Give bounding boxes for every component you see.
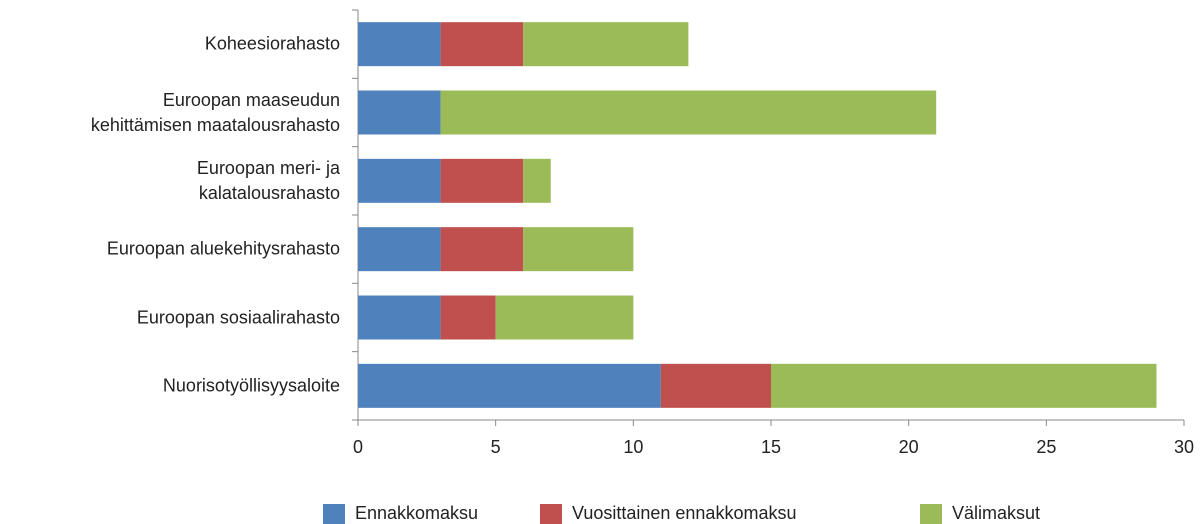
legend-label: Vuosittainen ennakkomaksu bbox=[572, 503, 796, 523]
bar-segment bbox=[358, 22, 441, 67]
legend-label: Ennakkomaksu bbox=[355, 503, 478, 523]
x-tick-label: 20 bbox=[899, 437, 919, 457]
bar-segment bbox=[358, 295, 441, 340]
bar-segment bbox=[358, 227, 441, 272]
bar-segment bbox=[358, 363, 661, 408]
bar-segment bbox=[440, 158, 524, 203]
bar-segment bbox=[771, 363, 1157, 408]
legend-label: Välimaksut bbox=[952, 503, 1040, 523]
bar-segment bbox=[523, 158, 551, 203]
y-tick-label: Nuorisotyöllisyysaloite bbox=[162, 375, 340, 396]
x-tick-label: 10 bbox=[623, 437, 643, 457]
bar-segment bbox=[440, 22, 524, 67]
x-tick-label: 0 bbox=[353, 437, 363, 457]
bar-segment bbox=[358, 158, 441, 203]
y-tick-label: Euroopan sosiaalirahasto bbox=[136, 307, 340, 327]
bar-segment bbox=[660, 363, 771, 408]
x-tick-label: 30 bbox=[1174, 437, 1194, 457]
bar-segment bbox=[440, 90, 937, 135]
legend-swatch bbox=[323, 504, 345, 524]
bar-segment bbox=[440, 295, 496, 340]
x-tick-label: 25 bbox=[1036, 437, 1056, 457]
x-tick-label: 15 bbox=[761, 437, 781, 457]
y-tick-label: Euroopan meri- ja kalatalousrahasto bbox=[196, 157, 340, 203]
bar-segment bbox=[358, 90, 441, 135]
bar-segment bbox=[440, 227, 524, 272]
y-tick-label: Euroopan aluekehitysrahasto bbox=[106, 238, 340, 259]
bar-segment bbox=[495, 295, 634, 340]
y-tick-label: Euroopan maaseudun kehittämisen maatalou… bbox=[90, 89, 340, 135]
y-tick-label: Koheesiorahasto bbox=[204, 33, 340, 54]
x-tick-label: 5 bbox=[491, 437, 501, 457]
bar-segment bbox=[523, 22, 689, 67]
bar-segment bbox=[523, 227, 634, 272]
legend-swatch bbox=[540, 504, 562, 524]
legend-swatch bbox=[920, 504, 942, 524]
